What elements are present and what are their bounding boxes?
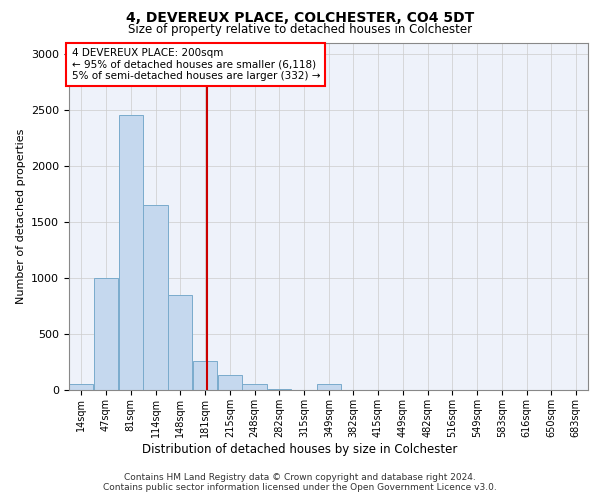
Text: Contains HM Land Registry data © Crown copyright and database right 2024.: Contains HM Land Registry data © Crown c… <box>124 472 476 482</box>
Text: Distribution of detached houses by size in Colchester: Distribution of detached houses by size … <box>142 442 458 456</box>
Text: Size of property relative to detached houses in Colchester: Size of property relative to detached ho… <box>128 22 472 36</box>
Text: 4 DEVEREUX PLACE: 200sqm
← 95% of detached houses are smaller (6,118)
5% of semi: 4 DEVEREUX PLACE: 200sqm ← 95% of detach… <box>71 48 320 81</box>
Text: Contains public sector information licensed under the Open Government Licence v3: Contains public sector information licen… <box>103 484 497 492</box>
Bar <box>169 294 192 390</box>
Bar <box>119 116 143 390</box>
Bar <box>193 361 217 390</box>
Bar <box>242 384 267 390</box>
Text: 4, DEVEREUX PLACE, COLCHESTER, CO4 5DT: 4, DEVEREUX PLACE, COLCHESTER, CO4 5DT <box>126 11 474 25</box>
Bar <box>143 205 167 390</box>
Bar <box>218 376 242 390</box>
Bar <box>94 278 118 390</box>
Y-axis label: Number of detached properties: Number of detached properties <box>16 128 26 304</box>
Bar <box>70 384 93 390</box>
Bar <box>317 384 341 390</box>
